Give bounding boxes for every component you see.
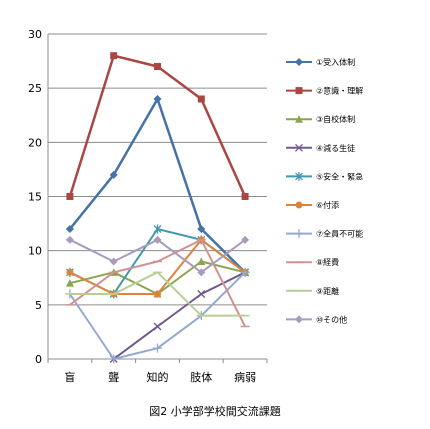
- legend-item: ②意識・理解: [286, 86, 363, 96]
- data-point: [154, 290, 161, 298]
- legend: ①受入体制 ②意識・理解 ③自校体制 ④減る生徒 ⑤安全・緊急 ⑥付添 ⑦全員不可能 ⑧経費 ⑨…: [286, 57, 363, 324]
- x-tick-label: 肢体: [190, 370, 212, 384]
- legend-item: ⑧経費: [286, 257, 339, 267]
- legend-item: ⑩その他: [286, 314, 347, 324]
- data-point: [197, 290, 206, 298]
- data-point: [241, 235, 250, 244]
- legend-marker: [295, 143, 303, 152]
- legend-label: ①受入体制: [316, 57, 355, 67]
- series-line: [68, 54, 247, 198]
- x-tick-label: 知的: [147, 370, 169, 384]
- legend-label: ②意識・理解: [316, 86, 363, 96]
- data-point: [197, 225, 206, 233]
- series-group: [65, 52, 250, 364]
- legend-label: ③自校体制: [316, 114, 355, 124]
- legend-item: ③自校体制: [286, 114, 355, 124]
- legend-label: ⑤安全・緊急: [316, 171, 363, 181]
- data-point: [197, 268, 206, 277]
- data-point: [197, 95, 205, 103]
- legend-marker: [295, 315, 303, 324]
- x-tick-label: 聾: [108, 370, 119, 384]
- series-line: [69, 260, 246, 295]
- data-point: [153, 343, 162, 353]
- x-tick-label: 病弱: [234, 370, 256, 384]
- axes: 0 5 10 15 20 25 30 盲 聾 知的 肢体 病弱: [28, 28, 268, 384]
- y-tick-label: 5: [35, 299, 42, 312]
- x-tick-label: 盲: [64, 370, 75, 384]
- legend-item: ①受入体制: [286, 57, 355, 67]
- legend-marker: [295, 201, 303, 209]
- legend-item: ⑨距離: [286, 286, 339, 296]
- series-10: [65, 235, 250, 277]
- legend-marker: [295, 115, 303, 123]
- legend-label: ⑧経費: [316, 257, 339, 267]
- legend-label: ⑩その他: [316, 314, 347, 324]
- y-tick-label: 0: [35, 353, 42, 366]
- data-point: [109, 170, 118, 179]
- data-point: [197, 257, 206, 265]
- series-9: [65, 271, 250, 317]
- y-tick-label: 15: [28, 191, 42, 204]
- legend-label: ⑦全員不可能: [316, 229, 363, 239]
- series-8: [65, 238, 250, 328]
- y-tick-label: 30: [28, 28, 42, 41]
- data-point: [153, 224, 162, 234]
- legend-marker: [295, 87, 303, 95]
- data-point: [153, 235, 162, 244]
- y-tick-label: 20: [28, 136, 42, 149]
- data-point: [109, 354, 119, 364]
- legend-item: ④減る生徒: [286, 143, 355, 153]
- data-point: [153, 95, 162, 103]
- y-tick-label: 10: [28, 245, 42, 258]
- data-point: [65, 225, 74, 233]
- legend-item: ⑦全員不可能: [286, 229, 363, 239]
- figure-caption: 図2 小学部学校間交流課題: [149, 405, 281, 418]
- data-point: [65, 279, 74, 287]
- data-point: [241, 193, 249, 200]
- data-point: [153, 322, 162, 331]
- legend-marker: [295, 171, 303, 181]
- legend-label: ⑥付添: [316, 200, 339, 210]
- data-point: [154, 63, 161, 70]
- legend-marker: [294, 229, 304, 239]
- data-point: [240, 267, 250, 277]
- series-2: [66, 52, 249, 200]
- series-line: [68, 97, 246, 274]
- legend-item: ⑥付添: [286, 200, 339, 210]
- data-point: [66, 193, 74, 200]
- data-point: [109, 257, 118, 266]
- data-point: [110, 52, 118, 60]
- legend-item: ⑤安全・緊急: [286, 171, 363, 181]
- data-point: [65, 235, 74, 244]
- grid-lines: [48, 33, 267, 306]
- legend-label: ⑨距離: [316, 286, 339, 296]
- legend-marker: [295, 58, 303, 66]
- y-tick-label: 25: [28, 82, 42, 95]
- data-point: [66, 268, 74, 276]
- legend-label: ④減る生徒: [316, 143, 355, 153]
